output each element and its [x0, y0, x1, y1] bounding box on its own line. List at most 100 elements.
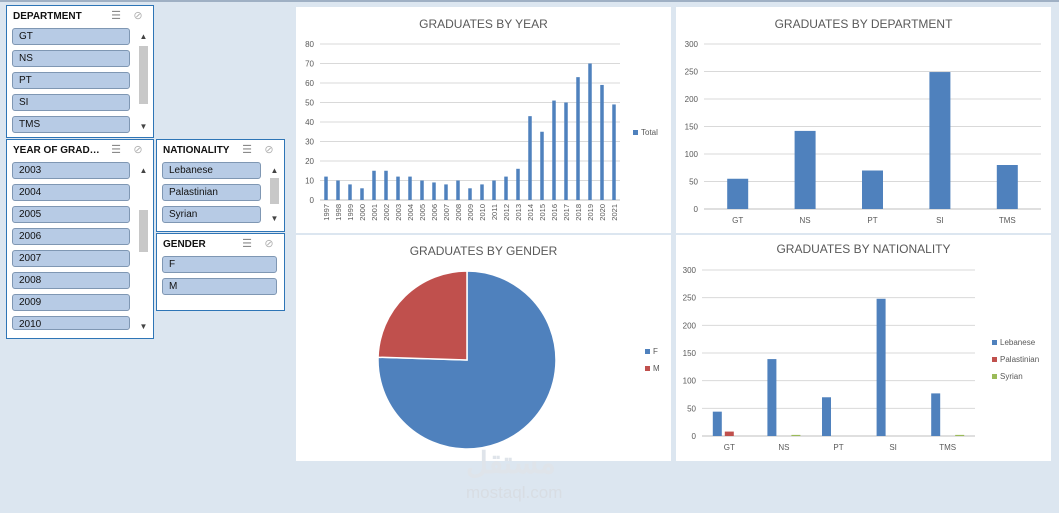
bar-total-ns — [794, 130, 816, 209]
bar-total-2006 — [432, 182, 436, 200]
scrollbar[interactable]: ▲ ▼ — [138, 32, 149, 134]
x-tick-label: 2005 — [418, 204, 427, 221]
slicer-item-pt[interactable]: PT — [12, 72, 130, 89]
bar-total-tms — [996, 165, 1018, 209]
scroll-thumb[interactable] — [139, 46, 148, 104]
slicer-item-2009[interactable]: 2009 — [12, 294, 130, 311]
legend-swatch-f — [645, 349, 650, 354]
slicer-item-gt[interactable]: GT — [12, 28, 130, 45]
y-tick-label: 150 — [685, 123, 699, 132]
scroll-up-icon[interactable]: ▲ — [270, 166, 279, 175]
bar-total-2013 — [516, 168, 520, 200]
slicer-item-f[interactable]: F — [162, 256, 277, 273]
chart-title-gender: GRADUATES BY GENDER — [409, 244, 558, 258]
slicer-item-2004[interactable]: 2004 — [12, 184, 130, 201]
legend-label-lebanese: Lebanese — [1000, 338, 1036, 347]
bar-total-2011 — [492, 180, 496, 200]
slicer-item-2003[interactable]: 2003 — [12, 162, 130, 179]
scroll-thumb[interactable] — [270, 178, 279, 204]
chart-panel-nationality[interactable]: GRADUATES BY NATIONALITY 0 50 100 150 200 250… — [676, 235, 1051, 461]
scrollbar[interactable]: ▲ ▼ — [138, 166, 149, 334]
slicer-item-2010[interactable]: 2010 — [12, 316, 130, 330]
slicer-item-syrian[interactable]: Syrian — [162, 206, 261, 223]
slicer-item-lebanese[interactable]: Lebanese — [162, 162, 261, 179]
multi-select-icon[interactable]: ☰ — [242, 144, 252, 156]
x-tick-label: 2001 — [370, 204, 379, 221]
y-tick-label: 150 — [683, 349, 697, 358]
x-tick-label: 2006 — [430, 204, 439, 221]
bar-lebanese-gt — [712, 411, 722, 436]
bar-total-2005 — [420, 180, 424, 200]
bar-total-1999 — [348, 184, 352, 200]
bar-total-2012 — [504, 176, 508, 200]
x-tick-label: 2015 — [538, 204, 547, 221]
slicer-gender[interactable]: GENDER ☰ ⊘ F M — [156, 233, 285, 311]
y-tick-label: 0 — [310, 196, 315, 205]
bar-total-pt — [862, 170, 883, 209]
y-tick-label: 300 — [683, 266, 697, 275]
scroll-thumb[interactable] — [139, 210, 148, 252]
bar-total-2019 — [588, 63, 592, 200]
bar-total-2007 — [444, 184, 448, 200]
bar-total-2009 — [468, 188, 472, 200]
legend-label-palastinian: Palastinian — [1000, 355, 1039, 364]
y-tick-label: 300 — [685, 40, 699, 49]
bar-total-2017 — [564, 102, 568, 200]
multi-select-icon[interactable]: ☰ — [111, 10, 121, 22]
bar-total-2016 — [552, 100, 556, 200]
scroll-up-icon[interactable]: ▲ — [139, 32, 148, 41]
top-border — [0, 0, 1059, 2]
slicer-year[interactable]: YEAR OF GRADUA... ☰ ⊘ 2003 2004 2005 200… — [6, 139, 154, 339]
x-tick-label: 1998 — [334, 204, 343, 221]
bar-total-2021 — [612, 104, 616, 200]
x-tick-label: 2003 — [394, 204, 403, 221]
slicer-item-m[interactable]: M — [162, 278, 277, 295]
legend-swatch-total — [633, 130, 638, 135]
scroll-up-icon[interactable]: ▲ — [139, 166, 148, 175]
slicer-title: YEAR OF GRADUA... — [13, 145, 105, 156]
bar-total-2003 — [396, 176, 400, 200]
slicer-department[interactable]: DEPARTMENT ☰ ⊘ GT NS PT SI TMS ▲ ▼ — [6, 5, 154, 138]
x-tick-label: 2011 — [490, 204, 499, 220]
x-tick-label: 2021 — [610, 204, 619, 221]
scrollbar[interactable]: ▲ ▼ — [269, 166, 280, 226]
bar-total-2018 — [576, 77, 580, 200]
scroll-down-icon[interactable]: ▼ — [139, 122, 148, 131]
x-tick-label: 2019 — [586, 204, 595, 221]
bar-lebanese-si — [876, 298, 886, 436]
chart-panel-department[interactable]: GRADUATES BY DEPARTMENT 0 50 100 150 200 250 3… — [676, 7, 1051, 233]
slicer-item-tms[interactable]: TMS — [12, 116, 130, 133]
slicer-nationality[interactable]: NATIONALITY ☰ ⊘ Lebanese Palastinian Syr… — [156, 139, 285, 232]
x-tick-label: 2016 — [550, 204, 559, 221]
multi-select-icon[interactable]: ☰ — [242, 238, 252, 250]
gender-chart-svg: FM — [377, 270, 660, 450]
bar-total-2008 — [456, 180, 460, 200]
x-tick-label: 2012 — [502, 204, 511, 221]
slicer-title: DEPARTMENT — [13, 11, 82, 22]
slicer-item-2006[interactable]: 2006 — [12, 228, 130, 245]
slicer-header: NATIONALITY ☰ ⊘ — [157, 140, 284, 162]
slicer-item-2007[interactable]: 2007 — [12, 250, 130, 267]
scroll-down-icon[interactable]: ▼ — [139, 322, 148, 331]
chart-panel-year[interactable]: GRADUATES BY YEAR 0 10 20 30 40 50 60 70 80 1997 1… — [296, 7, 671, 233]
y-tick-label: 200 — [685, 95, 699, 104]
bar-lebanese-pt — [822, 397, 831, 436]
y-tick-label: 60 — [305, 79, 314, 88]
multi-select-icon[interactable]: ☰ — [111, 144, 121, 156]
y-tick-label: 0 — [694, 205, 699, 214]
clear-filter-icon[interactable]: ⊘ — [264, 238, 274, 250]
clear-filter-icon[interactable]: ⊘ — [133, 144, 143, 156]
clear-filter-icon[interactable]: ⊘ — [264, 144, 274, 156]
x-tick-label: 2008 — [454, 204, 463, 221]
slicer-item-2005[interactable]: 2005 — [12, 206, 130, 223]
slicer-item-2008[interactable]: 2008 — [12, 272, 130, 289]
slicer-item-si[interactable]: SI — [12, 94, 130, 111]
scroll-down-icon[interactable]: ▼ — [270, 214, 279, 223]
slicer-item-ns[interactable]: NS — [12, 50, 130, 67]
x-tick-label: PT — [833, 443, 843, 452]
x-tick-label: GT — [724, 443, 735, 452]
legend-label-syrian: Syrian — [1000, 372, 1023, 381]
clear-filter-icon[interactable]: ⊘ — [133, 10, 143, 22]
slicer-item-palastinian[interactable]: Palastinian — [162, 184, 261, 201]
